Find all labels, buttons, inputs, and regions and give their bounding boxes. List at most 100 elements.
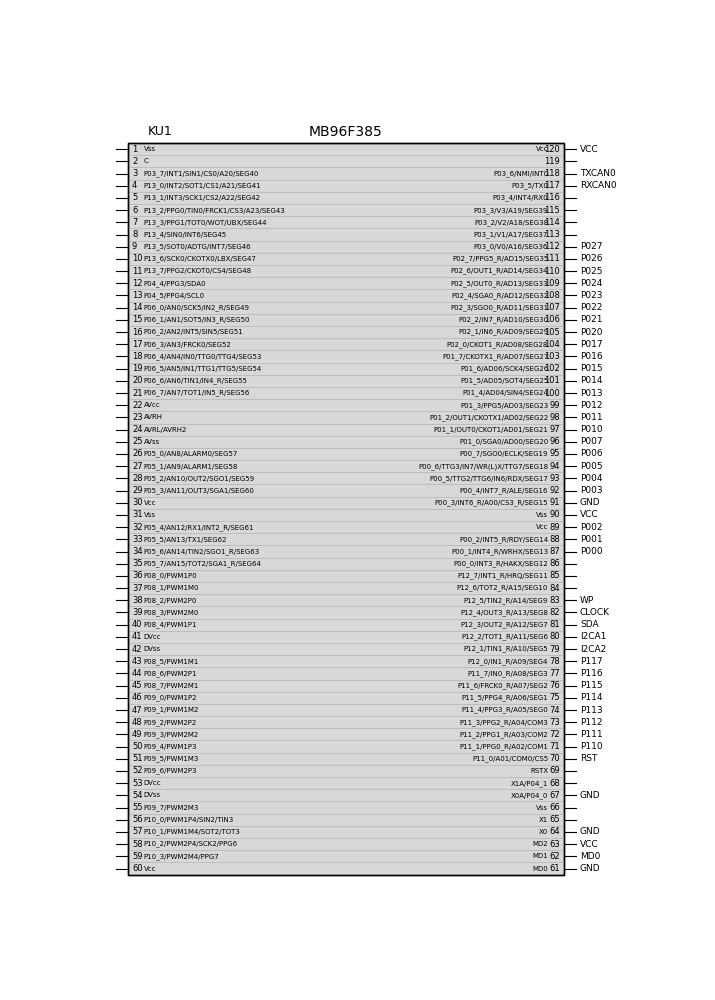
Text: 7: 7 <box>132 218 137 227</box>
Text: 83: 83 <box>549 596 560 605</box>
Text: 105: 105 <box>544 328 560 337</box>
Text: P09_7/PWM2M3: P09_7/PWM2M3 <box>144 804 199 811</box>
Text: Vss: Vss <box>144 512 156 518</box>
Text: 96: 96 <box>549 437 560 446</box>
Text: P01_2/OUT1/CKOTX1/AD02/SEG22: P01_2/OUT1/CKOTX1/AD02/SEG22 <box>429 414 548 421</box>
Text: I2CA1: I2CA1 <box>580 632 606 641</box>
Text: 64: 64 <box>549 827 560 836</box>
Text: 38: 38 <box>132 596 143 605</box>
Text: P09_5/PWM1M3: P09_5/PWM1M3 <box>144 755 199 762</box>
Text: P02_0/CKOT1_R/AD08/SEG28: P02_0/CKOT1_R/AD08/SEG28 <box>447 341 548 348</box>
Text: P11_7/IN0_R/A08/SEG3: P11_7/IN0_R/A08/SEG3 <box>468 670 548 677</box>
Text: P13_1/INT3/SCK1/CS2/A22/SEG42: P13_1/INT3/SCK1/CS2/A22/SEG42 <box>144 195 261 201</box>
Text: 80: 80 <box>549 632 560 641</box>
Text: 108: 108 <box>544 291 560 300</box>
Text: 63: 63 <box>549 840 560 849</box>
Text: Vcc: Vcc <box>144 866 156 872</box>
Text: MB96F385: MB96F385 <box>308 125 382 139</box>
Text: P09_3/PWM2M2: P09_3/PWM2M2 <box>144 731 199 738</box>
Text: P026: P026 <box>580 254 603 263</box>
Text: P02_3/SGO0_R/AD11/SEG31: P02_3/SGO0_R/AD11/SEG31 <box>450 304 548 311</box>
Text: P01_7/CKOTX1_R/AD07/SEG27: P01_7/CKOTX1_R/AD07/SEG27 <box>442 353 548 360</box>
Text: 86: 86 <box>549 559 560 568</box>
Text: P06_6/AN6/TIN1/IN4_R/SEG55: P06_6/AN6/TIN1/IN4_R/SEG55 <box>144 377 247 384</box>
Text: P03_6/NMI/INT0: P03_6/NMI/INT0 <box>493 170 548 177</box>
Text: GND: GND <box>580 827 601 836</box>
Text: MD0: MD0 <box>533 866 548 872</box>
Text: P05_7/AN15/TOT2/SGA1_R/SEG64: P05_7/AN15/TOT2/SGA1_R/SEG64 <box>144 560 262 567</box>
Text: AVRL/AVRH2: AVRL/AVRH2 <box>144 427 187 433</box>
Text: P08_3/PWM2M0: P08_3/PWM2M0 <box>144 609 199 616</box>
Text: P001: P001 <box>580 535 603 544</box>
Text: GND: GND <box>580 864 601 873</box>
Text: P04_5/PPG4/SCL0: P04_5/PPG4/SCL0 <box>144 292 204 299</box>
Text: P13_3/PPG1/TOT0/WOT/UBX/SEG44: P13_3/PPG1/TOT0/WOT/UBX/SEG44 <box>144 219 267 226</box>
Text: P01_0/SGA0/AD00/SEG20: P01_0/SGA0/AD00/SEG20 <box>459 438 548 445</box>
Text: P002: P002 <box>580 523 603 532</box>
Text: P05_5/AN13/TX1/SEG62: P05_5/AN13/TX1/SEG62 <box>144 536 227 543</box>
Text: P13_6/SCK0/CKOTX0/LBX/SEG47: P13_6/SCK0/CKOTX0/LBX/SEG47 <box>144 256 257 262</box>
Text: 8: 8 <box>132 230 137 239</box>
Text: 17: 17 <box>132 340 142 349</box>
Text: 43: 43 <box>132 657 142 666</box>
Text: CLOCK: CLOCK <box>580 608 610 617</box>
Text: 74: 74 <box>549 706 560 715</box>
Text: 110: 110 <box>544 267 560 276</box>
Text: 68: 68 <box>549 779 560 788</box>
Text: 78: 78 <box>549 657 560 666</box>
Text: P12_5/TIN2_R/A14/SEG9: P12_5/TIN2_R/A14/SEG9 <box>464 597 548 604</box>
Text: 44: 44 <box>132 669 142 678</box>
Text: AVRH: AVRH <box>144 414 162 420</box>
Text: P01_3/PPG5/AD03/SEG23: P01_3/PPG5/AD03/SEG23 <box>460 402 548 409</box>
Text: X1: X1 <box>539 817 548 823</box>
Text: X0: X0 <box>539 829 548 835</box>
Text: P010: P010 <box>580 425 603 434</box>
Text: 113: 113 <box>544 230 560 239</box>
Text: P014: P014 <box>580 376 603 385</box>
Text: 49: 49 <box>132 730 142 739</box>
Text: P08_6/PWM2P1: P08_6/PWM2P1 <box>144 670 197 677</box>
Text: P003: P003 <box>580 486 603 495</box>
Text: 97: 97 <box>549 425 560 434</box>
Text: P08_2/PWM2P0: P08_2/PWM2P0 <box>144 597 197 604</box>
Text: P06_0/AN0/SCK5/IN2_R/SEG49: P06_0/AN0/SCK5/IN2_R/SEG49 <box>144 304 250 311</box>
Text: 3: 3 <box>132 169 137 178</box>
Text: 1: 1 <box>132 145 137 154</box>
Text: P08_7/PWM2M1: P08_7/PWM2M1 <box>144 682 199 689</box>
Text: P05_3/AN11/OUT3/SGA1/SEG60: P05_3/AN11/OUT3/SGA1/SEG60 <box>144 487 255 494</box>
Text: P13_5/SOT0/ADTG/INT7/SEG46: P13_5/SOT0/ADTG/INT7/SEG46 <box>144 243 251 250</box>
Text: 12: 12 <box>132 279 142 288</box>
Text: 11: 11 <box>132 267 142 276</box>
Text: P06_1/AN1/SOT5/IN3_R/SEG50: P06_1/AN1/SOT5/IN3_R/SEG50 <box>144 317 250 323</box>
Text: P04_4/PPG3/SDA0: P04_4/PPG3/SDA0 <box>144 280 206 287</box>
Text: 94: 94 <box>549 462 560 471</box>
Text: P03_2/V2/A18/SEG38: P03_2/V2/A18/SEG38 <box>474 219 548 226</box>
Text: 56: 56 <box>132 815 142 824</box>
Text: RST: RST <box>580 754 597 763</box>
Text: P016: P016 <box>580 352 603 361</box>
Text: P020: P020 <box>580 328 603 337</box>
Text: 25: 25 <box>132 437 142 446</box>
Text: P110: P110 <box>580 742 603 751</box>
Text: 89: 89 <box>549 523 560 532</box>
Text: P023: P023 <box>580 291 603 300</box>
Text: P114: P114 <box>580 693 603 702</box>
Text: P10_2/PWM2P4/SCK2/PPG6: P10_2/PWM2P4/SCK2/PPG6 <box>144 841 238 847</box>
Text: MD2: MD2 <box>533 841 548 847</box>
Text: 24: 24 <box>132 425 142 434</box>
Text: P000: P000 <box>580 547 603 556</box>
Text: P12_3/OUT2_R/A12/SEG7: P12_3/OUT2_R/A12/SEG7 <box>460 621 548 628</box>
Text: P11_6/FRCK0_R/A07/SEG2: P11_6/FRCK0_R/A07/SEG2 <box>458 682 548 689</box>
Text: P11_1/PPG0_R/A02/COM1: P11_1/PPG0_R/A02/COM1 <box>459 743 548 750</box>
Text: 72: 72 <box>549 730 560 739</box>
Text: 91: 91 <box>549 498 560 507</box>
Text: P09_1/PWM1M2: P09_1/PWM1M2 <box>144 707 199 713</box>
Text: 54: 54 <box>132 791 142 800</box>
Text: 39: 39 <box>132 608 142 617</box>
Text: P12_7/INT1_R/HRQ/SEG11: P12_7/INT1_R/HRQ/SEG11 <box>458 573 548 579</box>
Text: P10_3/PWM2M4/PPG7: P10_3/PWM2M4/PPG7 <box>144 853 220 860</box>
Text: P02_5/OUT0_R/AD13/SEG33: P02_5/OUT0_R/AD13/SEG33 <box>450 280 548 287</box>
Text: 52: 52 <box>132 766 142 775</box>
Text: P007: P007 <box>580 437 603 446</box>
Text: P017: P017 <box>580 340 603 349</box>
